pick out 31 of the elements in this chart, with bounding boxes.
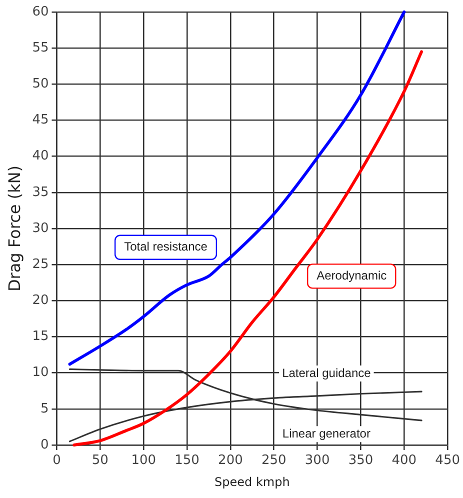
annotation: Lateral guidance: [282, 366, 372, 380]
y-tick-label: 10: [32, 365, 49, 380]
annotation: Linear generator: [282, 426, 370, 440]
x-tick-label: 100: [131, 453, 156, 468]
y-tick-label: 15: [32, 329, 49, 344]
line-series: [72, 50, 424, 446]
x-tick-label: 200: [218, 453, 243, 468]
y-tick-label: 45: [32, 112, 49, 128]
y-tick-label: 30: [32, 220, 49, 236]
x-tick-label: 250: [261, 453, 286, 468]
y-axis-title: Drag Force (kN): [4, 165, 24, 292]
y-tick-label: 50: [32, 76, 49, 92]
x-tick-label: 0: [52, 453, 61, 468]
y-tick-label: 20: [32, 293, 49, 308]
line-series: [68, 10, 406, 366]
y-tick-label: 0: [40, 437, 49, 452]
x-tick-label: 50: [92, 453, 108, 468]
x-tick-label: 350: [348, 453, 374, 468]
y-tick-label: 5: [40, 401, 49, 416]
y-tick-label: 25: [32, 256, 49, 272]
x-tick-label: 300: [304, 453, 330, 468]
x-axis-title: Speed kmph: [214, 474, 290, 489]
y-tick-label: 55: [32, 40, 49, 56]
x-tick-label: 450: [435, 453, 460, 468]
x-tick-label: 400: [392, 453, 417, 468]
y-tick-label: 40: [32, 148, 49, 164]
series-label: Aerodynamic: [316, 268, 387, 283]
y-tick-label: 35: [32, 184, 49, 200]
x-tick-label: 150: [174, 453, 200, 468]
series-label: Total resistance: [124, 240, 208, 254]
y-tick-label: 60: [32, 4, 49, 20]
